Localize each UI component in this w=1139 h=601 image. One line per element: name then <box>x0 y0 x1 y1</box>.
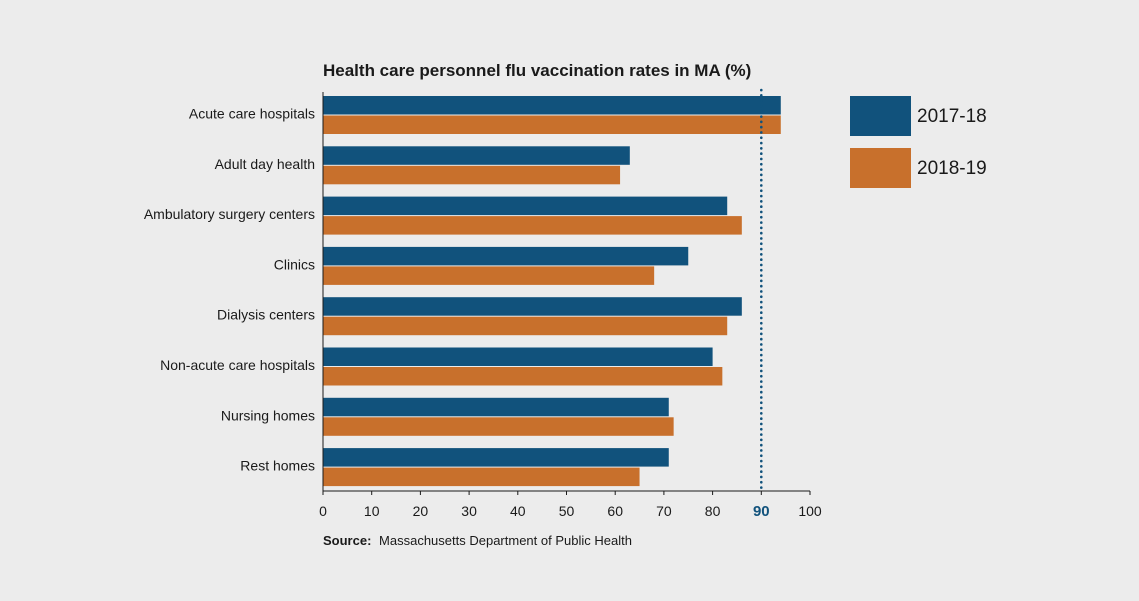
bar-series2 <box>323 216 742 235</box>
bar-series2 <box>323 417 674 436</box>
category-label: Dialysis centers <box>217 307 315 323</box>
category-label: Rest homes <box>240 458 315 474</box>
bar-series1 <box>323 448 669 467</box>
bars-group <box>323 96 781 487</box>
bar-series2 <box>323 266 655 285</box>
category-label: Nursing homes <box>221 407 315 423</box>
category-label: Adult day health <box>215 156 315 172</box>
bar-series1 <box>323 246 689 266</box>
reference-line-label: 90 <box>753 503 770 520</box>
bar-series1 <box>323 347 713 366</box>
category-label: Acute care hospitals <box>189 106 315 122</box>
x-tick-label: 40 <box>510 503 526 519</box>
legend-label: 2017-18 <box>917 106 987 127</box>
category-label: Non-acute care hospitals <box>160 357 315 373</box>
bar-series1 <box>323 397 669 417</box>
bar-series2 <box>323 467 640 487</box>
x-tick-label: 80 <box>705 503 721 519</box>
bar-series2 <box>323 165 621 185</box>
legend-swatch <box>850 148 911 188</box>
x-tick-label: 100 <box>798 503 822 519</box>
source-note: Source: Massachusetts Department of Publ… <box>323 533 632 548</box>
bar-series1 <box>323 196 728 216</box>
legend-swatch <box>850 96 911 136</box>
bar-series1 <box>323 297 742 316</box>
x-tick-label: 20 <box>413 503 429 519</box>
x-tick-label: 50 <box>559 503 575 519</box>
x-axis: 0 10 20 30 40 50 60 70 80 90 100 <box>319 92 822 520</box>
legend: 2017-18 2018-19 <box>850 96 987 188</box>
bar-series2 <box>323 316 728 336</box>
x-tick-label: 70 <box>656 503 672 519</box>
x-tick-label: 0 <box>319 503 327 519</box>
bar-series2 <box>323 115 781 134</box>
source-label: Source: <box>323 533 371 548</box>
category-label: Clinics <box>274 256 315 272</box>
x-tick-label: 60 <box>607 503 623 519</box>
bar-series1 <box>323 96 781 115</box>
x-tick-label: 10 <box>364 503 380 519</box>
legend-label: 2018-19 <box>917 158 987 179</box>
bar-series2 <box>323 367 723 386</box>
category-labels: Acute care hospitals Adult day health Ambu… <box>144 106 315 474</box>
category-label: Ambulatory surgery centers <box>144 206 315 222</box>
bar-series1 <box>323 146 630 165</box>
x-tick-label: 30 <box>461 503 477 519</box>
chart-title: Health care personnel flu vaccination ra… <box>323 61 751 80</box>
source-text: Massachusetts Department of Public Healt… <box>379 533 632 548</box>
